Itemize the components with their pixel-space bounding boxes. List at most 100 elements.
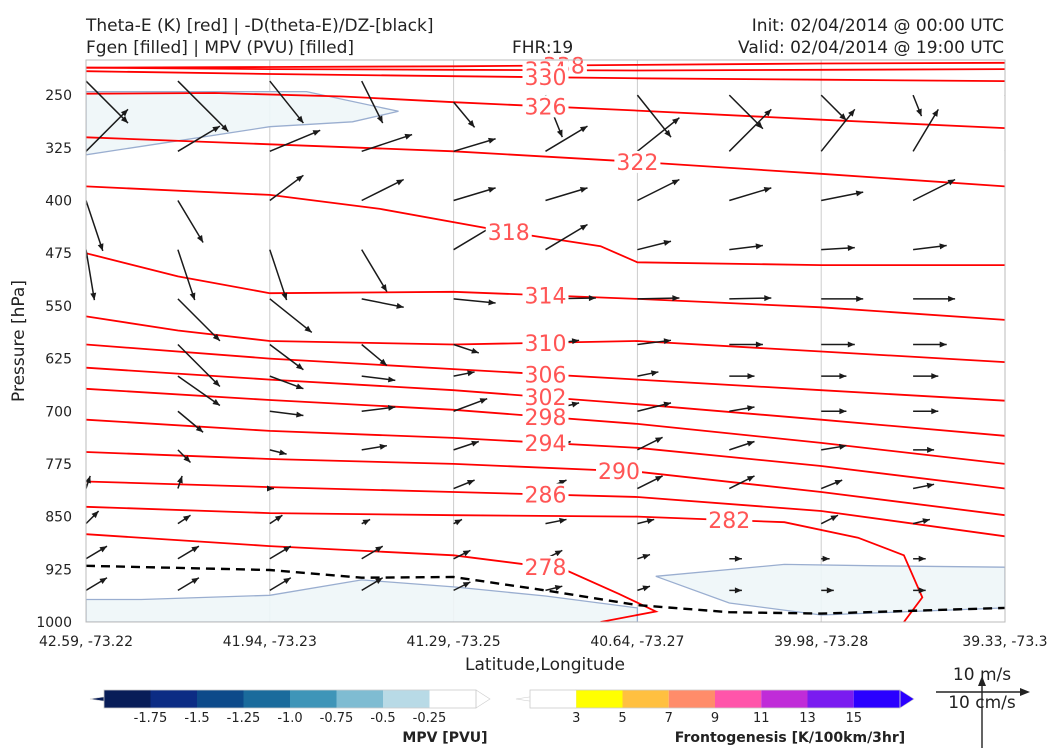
wind-vector-head [120, 109, 128, 117]
wind-vector-head [379, 443, 387, 450]
colorbar-segment [576, 690, 623, 708]
theta-e-label-background [522, 483, 569, 506]
wind-vector-head [559, 517, 567, 524]
wind-vector-head [312, 130, 321, 136]
wind-vector-head [283, 546, 291, 553]
theta-e-label-background [522, 431, 569, 454]
colorbar-segment [104, 690, 151, 708]
wind-vector-head [746, 440, 755, 447]
wind-vector-shaft [1004, 344, 1005, 346]
wind-vector-head [488, 137, 496, 144]
wind-vector-head [671, 179, 680, 186]
theta-e-contour-label: 286 [525, 483, 567, 508]
wind-vector-head [822, 555, 830, 562]
wind-vector-head [948, 295, 956, 302]
wind-vector-head [221, 124, 229, 132]
wind-vector-head [1023, 376, 1030, 382]
theta-e-contour-line [86, 185, 1005, 266]
wind-vector-head [362, 519, 371, 526]
theta-e-label-background [522, 363, 569, 386]
wind-vector-shaft [728, 108, 772, 152]
wind-vector-head [471, 347, 479, 354]
theta-e-contour-label: 326 [525, 95, 567, 120]
x-axis-ticks: 42.59, -73.22 41.94, -73.23 41.29, -73.25 4… [39, 634, 1048, 650]
wind-vector-shaft [637, 297, 680, 300]
theta-e-contour-label: 290 [598, 460, 640, 485]
fgen-colorbar-title: Frontogenesis [K/100km/3hr] [675, 730, 905, 746]
x-tick-label: 41.94, -73.23 [223, 634, 317, 650]
wind-vector-head [764, 295, 772, 302]
wind-vector-head [927, 446, 935, 453]
wind-vector-head [763, 187, 772, 193]
wind-vector-shaft [86, 200, 104, 252]
wind-vector-shaft [821, 191, 864, 202]
theta-e-label-background [485, 221, 532, 244]
theta-e-contour-line [86, 451, 1005, 517]
theta-e-contour-label: 330 [525, 66, 567, 91]
wind-vector-head [1031, 175, 1038, 182]
wind-vector-shaft [1004, 522, 1005, 524]
y-tick-label: 850 [45, 510, 72, 526]
wind-vector-head [931, 373, 939, 380]
wind-vector-shaft [177, 80, 229, 133]
reference-vector-key: 10 m/s 10 cm/s [936, 665, 1030, 748]
wind-vector-head [467, 120, 475, 128]
wind-vector-shaft [177, 298, 221, 342]
y-tick-label: 550 [45, 299, 72, 315]
wind-vector-head [1031, 243, 1038, 249]
wind-vector-shaft [1004, 449, 1005, 451]
colorbar-segment [761, 690, 808, 708]
wind-vector-head [746, 475, 755, 482]
wind-vector-head [189, 292, 196, 301]
theta-e-contour-line [86, 252, 1005, 321]
wind-vector-shaft [1004, 95, 1005, 98]
wind-vector-head [654, 437, 663, 444]
wind-vector-head [97, 243, 104, 251]
wind-vector-head [90, 292, 97, 301]
wind-vector-shaft [177, 343, 221, 388]
colorbar-end-triangle [475, 689, 491, 709]
wind-vector-head [375, 546, 383, 553]
x-tick-label: 40.64, -73.27 [590, 634, 684, 650]
wind-vector-head [183, 455, 191, 463]
colorbar-tick-label: -0.75 [320, 711, 354, 726]
colorbar-segment [622, 690, 669, 708]
fgen-colorbar: 3 5 7 9 11 13 15 [515, 689, 915, 726]
wind-vector-head [295, 383, 304, 390]
theta-e-label-background [614, 150, 661, 173]
wind-vector-shaft [269, 80, 304, 124]
wind-vector-head [183, 515, 191, 522]
wind-vector-head [1040, 299, 1047, 305]
wind-vector-head [467, 370, 475, 377]
theta-e-contour-label: 310 [525, 332, 567, 357]
reference-vector-horizontal-label: 10 m/s [953, 665, 1011, 685]
wind-vector-head [931, 408, 939, 415]
colorbar-segment [243, 690, 290, 708]
wind-vector-head [855, 190, 864, 197]
x-axis-label: Latitude,Longitude [465, 655, 625, 675]
wind-vector-head [99, 577, 107, 584]
plot-area: 3383343303263223183143103063022982942902… [85, 54, 1047, 623]
ddz-zero-contour-line [86, 564, 1005, 615]
forecast-hour: FHR:19 [512, 38, 573, 58]
y-tick-label: 775 [45, 457, 72, 473]
wind-vector-shaft [269, 174, 304, 202]
wind-vector-shaft [729, 297, 772, 300]
theta-e-label-background [522, 284, 569, 307]
theta-e-label-background [522, 386, 569, 409]
colorbar-end-triangle [899, 689, 915, 709]
colorbar-segment [807, 690, 854, 708]
wind-vector-head [396, 302, 404, 309]
y-axis-label: Pressure [hPa] [9, 280, 29, 402]
wind-vector-shaft [361, 80, 384, 124]
colorbar-tick-label: 15 [845, 711, 862, 726]
colorbar-tick-label: -0.5 [370, 711, 395, 726]
wind-vector-head [283, 577, 291, 584]
mpv-colorbar-title: MPV [PVU] [402, 730, 487, 746]
theta-e-contour-label: 282 [708, 509, 750, 534]
y-tick-label: 325 [45, 141, 72, 157]
wind-vector-head [755, 121, 763, 129]
title-line-2: Fgen [filled] | MPV (PVU) [filled] [86, 38, 354, 58]
theta-e-contour-label: 318 [488, 221, 530, 246]
wind-vector-head [642, 553, 650, 560]
